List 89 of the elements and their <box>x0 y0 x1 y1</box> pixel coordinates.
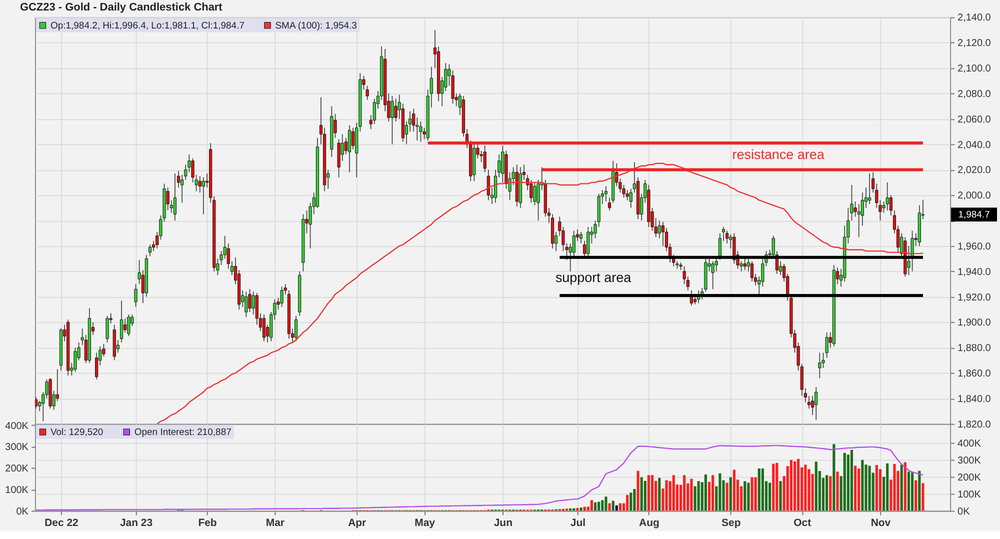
bar <box>754 477 757 511</box>
bar <box>893 464 896 511</box>
bar <box>907 472 910 511</box>
bar <box>797 458 800 511</box>
bar <box>650 475 654 511</box>
bar <box>843 452 846 511</box>
bar <box>868 466 871 511</box>
bar <box>598 502 600 511</box>
legend-label: Vol: 129,520 <box>50 426 104 438</box>
bar <box>732 470 736 511</box>
y-tick-label: 100K <box>5 484 29 496</box>
y-tick-label: 200K <box>5 464 29 475</box>
bar <box>747 482 750 511</box>
bar <box>618 503 622 511</box>
bar <box>750 477 754 511</box>
bar <box>729 477 732 511</box>
bar <box>601 500 604 511</box>
bar <box>804 464 807 511</box>
bar <box>814 462 818 511</box>
bar <box>712 475 714 511</box>
bar <box>918 470 921 511</box>
bar <box>772 464 775 511</box>
bar <box>758 468 760 511</box>
bar <box>590 500 594 511</box>
x-tick-label: Mar <box>266 518 284 530</box>
bar <box>776 462 778 511</box>
x-tick-label: Feb <box>198 518 217 530</box>
bar <box>744 481 746 511</box>
bar <box>875 465 878 511</box>
bar <box>594 502 597 511</box>
bar <box>697 481 700 511</box>
bar <box>572 508 576 511</box>
x-tick-label: Aug <box>639 518 660 530</box>
bar <box>886 463 889 511</box>
bar <box>633 488 636 511</box>
legend-label: Open Interest: 210,887 <box>134 426 232 438</box>
bar <box>858 468 860 511</box>
x-tick-label: Jan 23 <box>120 518 153 530</box>
y-tick-label: 300K <box>5 442 29 454</box>
y-tick-label: 400K <box>5 420 29 432</box>
bar <box>790 460 792 511</box>
bar <box>793 461 796 511</box>
x-tick-label: Jul <box>570 518 586 530</box>
bar <box>636 470 640 511</box>
bar <box>626 494 629 511</box>
bar <box>850 450 854 511</box>
bar <box>640 477 643 511</box>
bar <box>576 508 579 511</box>
bar <box>580 508 582 511</box>
bar <box>878 469 882 511</box>
bar <box>658 478 661 511</box>
bar <box>910 472 914 511</box>
bar <box>704 474 707 511</box>
bar <box>829 476 832 511</box>
bar <box>665 480 668 511</box>
bar <box>922 483 924 511</box>
bar <box>726 482 728 511</box>
x-tick-label: Apr <box>348 518 366 530</box>
bar <box>900 464 903 511</box>
bar <box>832 444 836 511</box>
bar <box>672 475 675 511</box>
bar <box>604 496 608 511</box>
bar <box>583 506 586 511</box>
bar <box>644 480 646 511</box>
x-tick-label: Nov <box>870 518 891 530</box>
bar <box>612 500 614 511</box>
bar <box>779 481 782 511</box>
line-series <box>35 444 924 511</box>
bar <box>836 472 839 511</box>
bar <box>683 475 686 511</box>
bar <box>861 460 864 511</box>
bar <box>608 503 611 511</box>
bar <box>690 478 693 511</box>
bar <box>718 473 722 511</box>
bar <box>630 492 632 511</box>
bar <box>826 475 828 511</box>
bar <box>904 462 906 511</box>
bar <box>615 505 618 511</box>
bar <box>647 475 650 511</box>
bar <box>768 482 772 511</box>
bar <box>914 480 918 511</box>
bar <box>761 468 764 511</box>
x-tick-label: Jun <box>494 518 512 530</box>
y-tick-label: 0K <box>16 506 29 518</box>
x-tick-label: Sep <box>722 518 741 530</box>
x-tick-label: Oct <box>794 518 812 530</box>
x-tick-label: May <box>414 518 436 530</box>
x-tick-label: Dec 22 <box>44 518 79 530</box>
bar <box>854 466 857 511</box>
